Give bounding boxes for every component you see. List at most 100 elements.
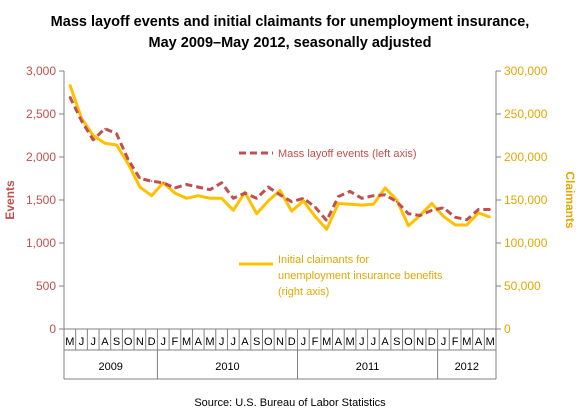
initial-claimants-point [372, 203, 375, 206]
left-tick-label: 500 [36, 279, 56, 293]
month-label: A [381, 336, 389, 348]
month-label: J [441, 336, 447, 348]
month-label: S [113, 336, 120, 348]
mass-layoff-point [209, 188, 211, 191]
month-label: A [101, 336, 109, 348]
mass-layoff-point [477, 208, 480, 211]
left-tick-label: 2,500 [26, 107, 56, 121]
month-label: A [335, 336, 343, 348]
mass-layoff-point [139, 177, 141, 180]
month-label: O [404, 336, 413, 348]
initial-claimants-point [349, 203, 351, 206]
mass-layoff-point [255, 197, 258, 200]
mass-layoff-point [174, 187, 176, 189]
legend: Mass layoff events (left axis) Initial c… [239, 148, 443, 298]
mass-layoff-point [162, 182, 165, 184]
mass-layoff-point [430, 209, 433, 212]
month-label: S [253, 336, 260, 348]
initial-claimants-point [174, 192, 176, 194]
initial-claimants-point [209, 197, 211, 200]
initial-claimants-point [290, 210, 293, 212]
initial-claimants-point [220, 197, 223, 200]
left-axis-title: Events [3, 180, 17, 220]
month-label: M [65, 336, 74, 348]
month-label: F [452, 336, 459, 348]
legend-label-claimants-line3: (right axis) [278, 286, 329, 298]
right-tick-label: 200,000 [504, 150, 548, 164]
left-tick-label: 0 [49, 322, 56, 336]
initial-claimants-point [104, 142, 106, 145]
initial-claimants-point [115, 144, 118, 146]
mass-layoff-point [220, 182, 223, 184]
month-label: M [345, 336, 354, 348]
month-label: M [322, 336, 331, 348]
initial-claimants-point [302, 200, 305, 202]
left-tick-label: 1,500 [26, 193, 56, 207]
right-tick-label: 300,000 [504, 64, 548, 78]
month-label: D [428, 336, 436, 348]
right-axis: 0 50,000 100,000 150,000 200,000 250,000 300,0… [495, 64, 548, 336]
month-label: J [301, 336, 307, 348]
source-note: Source: U.S. Bureau of Labor Statistics [194, 397, 386, 409]
chart-title: Mass layoff events and initial claimants… [51, 14, 530, 30]
legend-label-mass-layoff: Mass layoff events (left axis) [278, 148, 417, 160]
mass-layoff-point [185, 183, 188, 186]
mass-layoff-point [325, 219, 328, 222]
initial-claimants-point [384, 187, 386, 189]
month-label: N [416, 336, 424, 348]
month-label: N [276, 336, 284, 348]
x-axis: M J J A S O N D J F M A M J J A S O N D J F M A M J J A S O N D J F M A M200… [63, 328, 497, 380]
mass-layoff-point [104, 127, 106, 130]
year-label: 2009 [98, 361, 122, 373]
initial-claimants-point [279, 189, 281, 192]
month-label: A [195, 336, 203, 348]
mass-layoff-point [302, 197, 305, 200]
month-label: D [148, 336, 156, 348]
mass-layoff-point [80, 120, 83, 122]
mass-layoff-point [267, 186, 270, 188]
month-label: N [136, 336, 144, 348]
initial-claimants-point [92, 134, 94, 137]
mass-layoff-point [150, 180, 153, 182]
month-label: D [288, 336, 296, 348]
mass-layoff-point [244, 192, 246, 194]
initial-claimants-point [466, 224, 468, 226]
mass-layoff-point [290, 200, 293, 203]
initial-claimants-point [407, 225, 410, 227]
right-axis-title: Claimants [563, 171, 577, 229]
initial-claimants-point [255, 212, 258, 215]
mass-layoff-point [279, 194, 281, 196]
mass-layoff-point [384, 194, 386, 196]
left-tick-label: 3,000 [26, 64, 56, 78]
initial-claimants-point [185, 197, 188, 200]
year-label: 2010 [215, 361, 239, 373]
mass-layoff-point [442, 206, 445, 209]
month-label: A [475, 336, 483, 348]
month-label: F [172, 336, 179, 348]
initial-claimants-point [430, 202, 433, 205]
month-label: S [393, 336, 400, 348]
mass-layoff-point [314, 206, 316, 208]
year-label: 2011 [356, 361, 380, 373]
mass-layoff-point [69, 96, 71, 98]
series-layer [68, 83, 491, 231]
initial-claimants-point [127, 163, 130, 165]
mass-layoff-point [407, 212, 410, 215]
initial-claimants-point [314, 215, 316, 218]
month-label: J [371, 336, 377, 348]
mass-layoff-point [197, 186, 200, 188]
chart-subtitle: May 2009–May 2012, seasonally adjusted [149, 35, 432, 51]
month-label: J [219, 336, 225, 348]
month-label: J [79, 336, 85, 348]
initial-claimants-point [489, 216, 491, 218]
initial-claimants-point [69, 83, 71, 86]
mass-layoff-point [395, 200, 398, 203]
initial-claimants-point [477, 212, 480, 214]
legend-label-claimants-line1: Initial claimants for [278, 254, 369, 266]
initial-claimants-point [325, 228, 328, 231]
month-label: J [90, 336, 96, 348]
month-label: O [264, 336, 273, 348]
month-label: M [205, 336, 214, 348]
mass-layoff-point [232, 197, 235, 200]
